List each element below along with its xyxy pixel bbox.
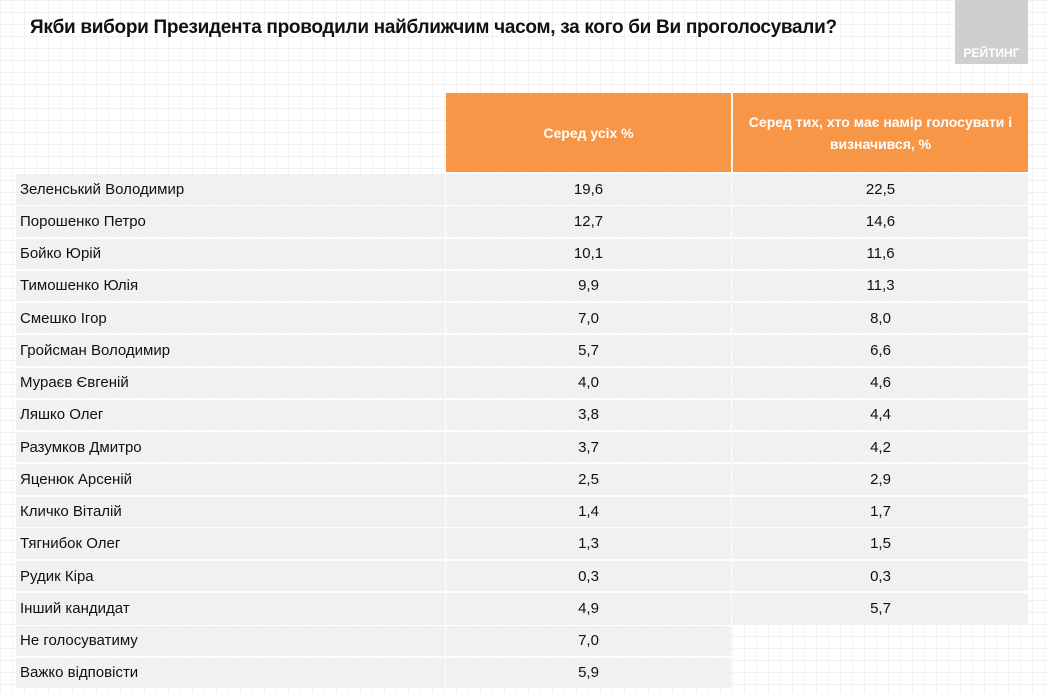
- value-all: 3,7: [446, 432, 731, 463]
- rating-logo: РЕЙТИНГ: [955, 0, 1028, 64]
- value-all: 0,3: [446, 561, 731, 592]
- value-decided: 4,6: [733, 367, 1028, 398]
- value-all: 2,5: [446, 464, 731, 495]
- value-decided: 14,6: [733, 206, 1028, 237]
- candidate-name: Кличко Віталій: [16, 496, 444, 527]
- table-row: Ляшко Олег 3,8 4,4: [16, 399, 1028, 430]
- header-all: Серед усіх %: [446, 93, 731, 172]
- candidate-name: Мураєв Євгеній: [16, 367, 444, 398]
- value-decided: 4,4: [733, 399, 1028, 430]
- candidate-name: Рудик Кіра: [16, 561, 444, 592]
- value-all: 5,9: [446, 657, 731, 688]
- table-row: Разумков Дмитро 3,7 4,2: [16, 432, 1028, 463]
- candidate-name: Порошенко Петро: [16, 206, 444, 237]
- candidate-name: Смешко Ігор: [16, 303, 444, 334]
- candidate-name: Зеленський Володимир: [16, 174, 444, 205]
- value-all: 1,3: [446, 528, 731, 559]
- value-decided: 8,0: [733, 303, 1028, 334]
- page-title: Якби вибори Президента проводили найближ…: [30, 17, 837, 38]
- table-row: Важко відповісти 5,9: [16, 657, 1028, 688]
- value-decided: 0,3: [733, 561, 1028, 592]
- candidate-name: Яценюк Арсеній: [16, 464, 444, 495]
- table-row: Смешко Ігор 7,0 8,0: [16, 303, 1028, 334]
- value-all: 4,9: [446, 593, 731, 624]
- table-body: Зеленський Володимир 19,6 22,5 Порошенко Пе…: [16, 174, 1028, 688]
- value-all: 7,0: [446, 303, 731, 334]
- value-decided: 2,9: [733, 464, 1028, 495]
- table-row: Інший кандидат 4,9 5,7: [16, 593, 1028, 624]
- candidate-name: Разумков Дмитро: [16, 432, 444, 463]
- value-all: 19,6: [446, 174, 731, 205]
- value-all: 1,4: [446, 496, 731, 527]
- candidate-name: Бойко Юрій: [16, 238, 444, 269]
- header-empty: [16, 93, 444, 172]
- value-all: 5,7: [446, 335, 731, 366]
- value-decided: 4,2: [733, 432, 1028, 463]
- value-decided: 5,7: [733, 593, 1028, 624]
- table-row: Тягнибок Олег 1,3 1,5: [16, 528, 1028, 559]
- table-row: Рудик Кіра 0,3 0,3: [16, 561, 1028, 592]
- results-table: Серед усіх % Серед тих, хто має намір го…: [16, 93, 1028, 688]
- value-all: 3,8: [446, 399, 731, 430]
- value-all: 7,0: [446, 625, 731, 656]
- table-row: Кличко Віталій 1,4 1,7: [16, 496, 1028, 527]
- candidate-name: Не голосуватиму: [16, 625, 444, 656]
- value-decided: 1,7: [733, 496, 1028, 527]
- table-row: Не голосуватиму 7,0: [16, 625, 1028, 656]
- value-decided: 11,6: [733, 238, 1028, 269]
- header-decided: Серед тих, хто має намір голосувати і ви…: [733, 93, 1028, 172]
- candidate-name: Інший кандидат: [16, 593, 444, 624]
- table-row: Порошенко Петро 12,7 14,6: [16, 206, 1028, 237]
- value-all: 12,7: [446, 206, 731, 237]
- candidate-name: Ляшко Олег: [16, 399, 444, 430]
- value-decided: [733, 626, 1028, 656]
- value-all: 9,9: [446, 270, 731, 301]
- table-row: Тимошенко Юлія 9,9 11,3: [16, 270, 1028, 301]
- table-row: Яценюк Арсеній 2,5 2,9: [16, 464, 1028, 495]
- logo-text: РЕЙТИНГ: [963, 46, 1020, 60]
- candidate-name: Гройсман Володимир: [16, 335, 444, 366]
- table-row: Бойко Юрій 10,1 11,6: [16, 238, 1028, 269]
- table-row: Мураєв Євгеній 4,0 4,6: [16, 367, 1028, 398]
- table-row: Гройсман Володимир 5,7 6,6: [16, 335, 1028, 366]
- candidate-name: Тягнибок Олег: [16, 528, 444, 559]
- table-header: Серед усіх % Серед тих, хто має намір го…: [16, 93, 1028, 172]
- value-decided: 1,5: [733, 528, 1028, 559]
- value-decided: [733, 658, 1028, 688]
- value-decided: 22,5: [733, 174, 1028, 205]
- value-all: 10,1: [446, 238, 731, 269]
- value-decided: 6,6: [733, 335, 1028, 366]
- value-decided: 11,3: [733, 270, 1028, 301]
- candidate-name: Тимошенко Юлія: [16, 270, 444, 301]
- value-all: 4,0: [446, 367, 731, 398]
- candidate-name: Важко відповісти: [16, 657, 444, 688]
- table-row: Зеленський Володимир 19,6 22,5: [16, 174, 1028, 205]
